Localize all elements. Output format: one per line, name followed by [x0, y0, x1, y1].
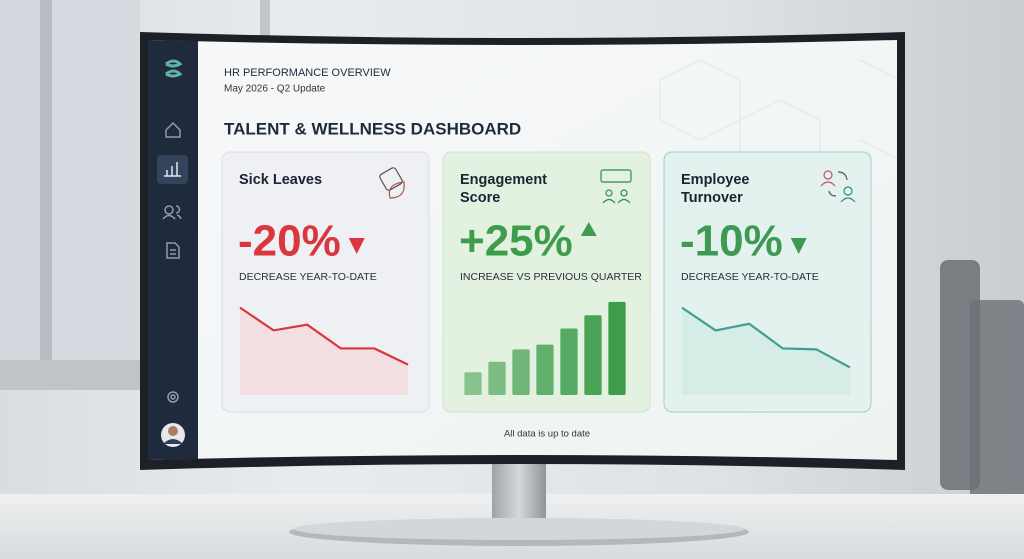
- kpi-caption: DECREASE YEAR-TO-DATE: [239, 271, 377, 283]
- window-frame: [40, 0, 52, 380]
- nav-settings-center: [170, 394, 176, 400]
- kpi-caption: INCREASE VS PREVIOUS QUARTER: [460, 271, 642, 283]
- monitor-stand: [492, 462, 546, 528]
- nav-analytics[interactable]: [164, 162, 181, 177]
- trend-arrow: [790, 238, 807, 254]
- chair: [970, 300, 1024, 550]
- kpi-value: -10%: [680, 217, 783, 266]
- card-title: Employee: [681, 172, 750, 188]
- trend-bar: [608, 301, 626, 395]
- kpi-caption: DECREASE YEAR-TO-DATE: [681, 271, 819, 283]
- cards: Sick Leaves -20% DECREASE YEAR-TO-DATE Enga…: [221, 151, 872, 413]
- card-title: Score: [460, 190, 500, 206]
- nav-settings[interactable]: [167, 391, 179, 403]
- nav-people[interactable]: [162, 205, 182, 220]
- trend-arrow: [348, 238, 365, 254]
- logo: [165, 59, 183, 78]
- card-title: Sick Leaves: [239, 172, 322, 188]
- header-subtitle: May 2026 - Q2 Update: [224, 84, 326, 95]
- nav-home[interactable]: [165, 121, 181, 138]
- icon-leaf: [379, 167, 405, 199]
- icon-turnover: [820, 170, 856, 203]
- trend-bar: [488, 361, 506, 395]
- avatar-body: [163, 439, 183, 444]
- header-title: HR PERFORMANCE OVERVIEW: [224, 67, 391, 79]
- trend-bar: [512, 349, 530, 395]
- monitor-base: [294, 518, 744, 540]
- kpi-value: -20%: [238, 217, 341, 266]
- card-title: Turnover: [681, 190, 743, 206]
- trend-bar: [560, 328, 578, 395]
- trend-bar: [464, 372, 482, 395]
- card-title: Engagement: [460, 172, 547, 188]
- trend-line: [681, 306, 851, 369]
- trend-arrow: [580, 222, 597, 236]
- kpi-value: +25%: [459, 217, 573, 266]
- trend-bar: [536, 344, 554, 395]
- window: [0, 0, 140, 380]
- avatar-face: [168, 426, 178, 436]
- icon-rating: [600, 169, 632, 204]
- nav-reports[interactable]: [166, 242, 180, 259]
- table: [0, 360, 140, 390]
- window-frame: [260, 0, 270, 40]
- footer-note: All data is up to date: [504, 429, 590, 440]
- dashboard-title: TALENT & WELLNESS DASHBOARD: [224, 119, 521, 138]
- trend-bar: [584, 315, 602, 395]
- trend-line: [239, 306, 409, 366]
